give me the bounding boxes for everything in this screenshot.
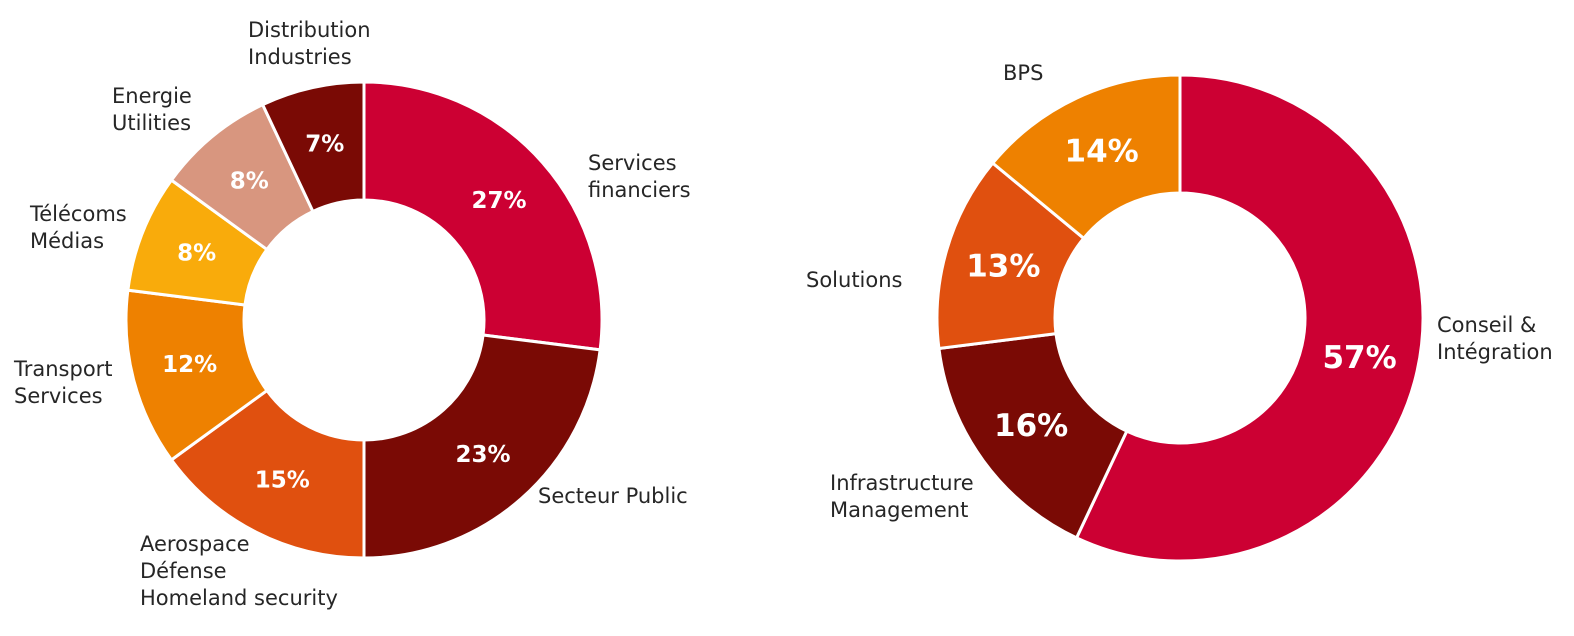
value-label-sectors-services-financiers: 27% bbox=[471, 188, 526, 214]
category-label-sectors-services-financiers: Services financiers bbox=[588, 151, 691, 202]
category-label-line: financiers bbox=[588, 178, 691, 202]
slice-offerings-bps bbox=[990, 73, 1182, 241]
category-label-line: Services bbox=[588, 151, 677, 175]
donut-chart-offerings: 57% 16% 13% 14% Conseil & Intégration Infrastr… bbox=[806, 61, 1553, 563]
category-label-sectors-transport-services: Transport Services bbox=[13, 357, 113, 408]
value-label-sectors-distribution-industries: 7% bbox=[305, 131, 344, 157]
value-label-sectors-telecoms-medias: 8% bbox=[177, 241, 216, 267]
category-label-line: Energie bbox=[112, 84, 192, 108]
category-label-line: Industries bbox=[248, 45, 352, 69]
category-label-line: Défense bbox=[140, 559, 227, 583]
category-label-line: Utilities bbox=[112, 111, 191, 135]
value-label-offerings-bps: 14% bbox=[1065, 134, 1139, 170]
slice-offerings-conseil-and-integration bbox=[1074, 73, 1425, 563]
value-label-sectors-aerospace-defense-homeland-security: 15% bbox=[255, 467, 310, 493]
category-label-line: Services bbox=[14, 384, 103, 408]
category-label-line: Conseil & bbox=[1437, 313, 1536, 337]
category-label-line: Aerospace bbox=[140, 532, 250, 556]
category-label-sectors-energie-utilities: Energie Utilities bbox=[112, 84, 192, 135]
value-label-offerings-infrastructure-management: 16% bbox=[994, 408, 1068, 444]
category-label-offerings-conseil-and-integration: Conseil & Intégration bbox=[1437, 313, 1553, 364]
category-label-offerings-infrastructure-management: Infrastructure Management bbox=[830, 471, 974, 522]
slice-sectors-secteur-public bbox=[362, 333, 602, 560]
category-label-offerings-solutions: Solutions bbox=[806, 268, 903, 292]
category-label-line: Télécoms bbox=[29, 202, 127, 226]
value-label-sectors-transport-services: 12% bbox=[162, 352, 217, 378]
category-label-sectors-telecoms-medias: Télécoms Médias bbox=[29, 202, 127, 253]
category-label-line: Infrastructure bbox=[830, 471, 974, 495]
value-label-offerings-solutions: 13% bbox=[966, 249, 1040, 285]
category-label-line: Transport bbox=[13, 357, 113, 381]
donut-chart-sectors: 27% 23% 15% 12% 8% 8% 7% Services financiers Sect… bbox=[13, 18, 691, 610]
slice-sectors-services-financiers bbox=[362, 80, 604, 352]
value-label-sectors-secteur-public: 23% bbox=[456, 442, 511, 468]
category-label-line: BPS bbox=[1003, 61, 1043, 85]
slice-sectors-distribution-industries bbox=[260, 80, 366, 214]
slice-sectors-aerospace-defense-homeland-security bbox=[169, 388, 366, 560]
category-label-sectors-distribution-industries: Distribution Industries bbox=[248, 18, 371, 69]
category-label-line: Intégration bbox=[1437, 340, 1553, 364]
category-label-line: Homeland security bbox=[140, 586, 338, 610]
value-label-offerings-conseil-and-integration: 57% bbox=[1322, 340, 1396, 376]
category-label-line: Solutions bbox=[806, 268, 903, 292]
category-label-offerings-bps: BPS bbox=[1003, 61, 1043, 85]
category-label-line: Distribution bbox=[248, 18, 371, 42]
category-label-sectors-secteur-public: Secteur Public bbox=[538, 484, 688, 508]
category-label-sectors-aerospace-defense-homeland-security: Aerospace Défense Homeland security bbox=[140, 532, 338, 610]
value-label-sectors-energie-utilities: 8% bbox=[230, 168, 269, 194]
category-label-line: Secteur Public bbox=[538, 484, 688, 508]
category-label-line: Médias bbox=[30, 229, 104, 253]
category-label-line: Management bbox=[830, 498, 968, 522]
slice-offerings-infrastructure-management bbox=[937, 331, 1129, 540]
